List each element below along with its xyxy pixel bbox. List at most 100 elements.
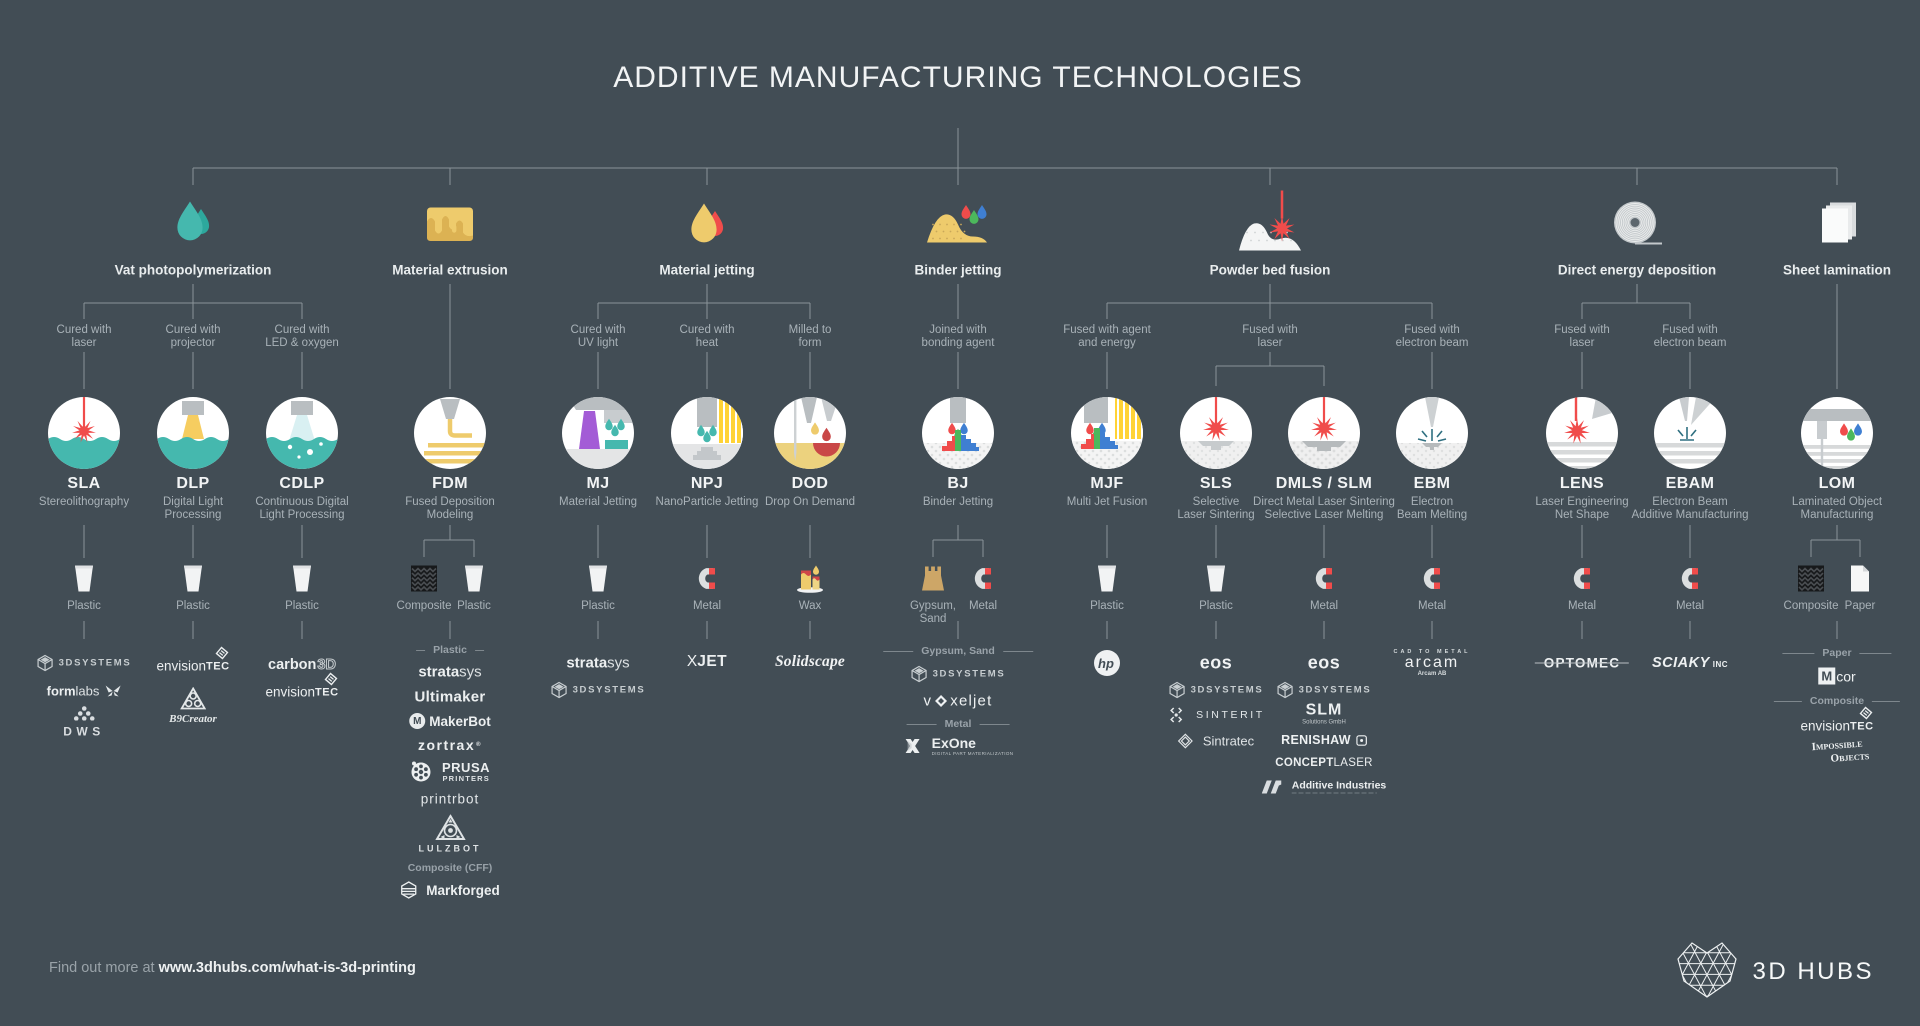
sub-label-line2: UV light	[577, 336, 619, 349]
material-group-header: Composite	[1766, 695, 1908, 707]
company-logo-hp: hp	[1094, 650, 1120, 676]
material-label-line: Plastic	[581, 600, 615, 612]
sub-process-label: Fused with electron beam	[1654, 324, 1727, 350]
material-label: Metal	[1676, 600, 1704, 613]
company-logo-voxeljet: v xeljet	[924, 693, 993, 710]
material-group-header: Metal	[899, 718, 1018, 730]
branch-label-material-extrusion: Material extrusion	[392, 262, 508, 278]
tech-acronym-ebam: EBAM	[1665, 475, 1715, 492]
company-logo-lulzbot: LULZBOT	[418, 814, 482, 854]
company-logo-arcam: CAD TO METAL arcam Arcam AB	[1393, 649, 1470, 677]
logo-text: SINTERIT	[1196, 709, 1265, 721]
header-text: Composite (CFF)	[407, 862, 493, 874]
tech-icon-mj	[562, 397, 634, 469]
logo-text-bold: JET	[697, 653, 728, 670]
company-logo-slm: SLM Solutions GmbH	[1302, 702, 1346, 726]
material-label-line: Metal	[1417, 600, 1447, 612]
logo-text-light: envision	[265, 684, 316, 700]
brand-logo: 3D HUBS	[1676, 940, 1874, 1003]
material-label: Wax	[799, 600, 822, 613]
material-label-line: Composite	[396, 600, 452, 612]
tech-icon-dmls	[1288, 397, 1360, 469]
tech-name-lens: Laser Engineering Net Shape	[1535, 496, 1628, 522]
logo-text-bold: form	[46, 683, 76, 699]
logo-text-light: envision	[156, 658, 207, 674]
logo-text-bold: TEC	[206, 660, 230, 672]
header-dash	[474, 649, 484, 651]
logo-text: ExOne	[931, 735, 976, 751]
cube-3d-icon	[551, 681, 568, 699]
logo-text: Markforged	[426, 882, 500, 898]
tech-name-line: Laminated Object	[1791, 496, 1883, 508]
logo-text-sub: Arcam AB	[1417, 670, 1447, 677]
sub-process-label: Milled to form	[789, 324, 832, 350]
tech-name-line: Digital Light	[162, 496, 224, 508]
logo-text-light: envision	[1800, 718, 1851, 734]
logo-text-light: labs	[75, 683, 100, 699]
sub-process-label: Cured with LED & oxygen	[265, 324, 339, 350]
butterfly-icon	[104, 685, 121, 698]
logo-text: LULZBOT	[418, 843, 482, 854]
logo-text: v	[923, 692, 933, 710]
tech-name-mjf: Multi Jet Fusion	[1067, 496, 1148, 509]
company-logo-zortrax: zortrax ®	[418, 737, 482, 753]
logo-text: xeljet	[950, 692, 993, 710]
company-logo-carbon3d: carbon 3D	[268, 657, 336, 674]
tech-name-line: Light Processing	[259, 509, 345, 521]
tech-name-line: Multi Jet Fusion	[1066, 496, 1148, 508]
sub-process-label: Joined with bonding agent	[922, 324, 995, 350]
company-logo-threedsystems: 3DSYSTEMS	[37, 654, 132, 672]
material-label-line: Plastic	[176, 600, 210, 612]
material-label: Plastic	[457, 600, 491, 613]
logo-text: 3DSYSTEMS	[1190, 684, 1264, 696]
tech-acronym-mjf: MJF	[1090, 475, 1124, 492]
tech-name-ebm: Electron Beam Melting	[1397, 496, 1467, 522]
material-icon-metal	[1310, 565, 1338, 598]
company-logo-exone: ExOne DIGITAL PART MATERIALIZATION	[903, 736, 1014, 756]
material-icon-plastic	[585, 564, 611, 599]
branch-icon-material-jetting	[679, 197, 735, 258]
material-group-header: Plastic	[408, 644, 492, 656]
tech-acronym-sls: SLS	[1199, 475, 1233, 492]
logo-text: RENISHAW	[1281, 733, 1351, 747]
footer-url[interactable]: www.3dhubs.com/what-is-3d-printing	[158, 960, 416, 976]
material-label-line: Plastic	[285, 600, 319, 612]
company-logo-impossibleobjects: Impossible Objects	[1805, 738, 1870, 765]
material-label-line: Metal	[692, 600, 722, 612]
sub-label-line1: Fused with agent	[1063, 323, 1151, 336]
company-logo-envisiontec: envision TEC	[156, 646, 230, 674]
material-label-line: Metal	[1567, 600, 1597, 612]
tech-name-sla: Stereolithography	[39, 496, 129, 509]
header-dash	[1872, 700, 1901, 702]
material-group-header: Composite (CFF)	[408, 862, 493, 874]
branch-label-sheet-lamination: Sheet lamination	[1782, 262, 1892, 278]
header-text: Composite	[1809, 695, 1865, 707]
branch-label-direct-energy-deposition: Direct energy deposition	[1557, 262, 1717, 278]
material-icon-plastic	[461, 564, 487, 599]
material-group-header: Gypsum, Sand	[875, 645, 1041, 657]
tech-acronym-npj: NPJ	[690, 475, 724, 492]
header-dash	[906, 723, 937, 725]
optomec-strike-line	[1534, 662, 1630, 664]
registered-mark: ®	[476, 742, 483, 748]
voxel-diamond-icon	[935, 695, 948, 708]
logo-text: 3DSYSTEMS	[58, 657, 132, 669]
logo-text-block: PRUSA PRINTERS	[442, 761, 490, 783]
material-icon-metal	[969, 565, 997, 598]
sub-label-line2: laser	[71, 336, 97, 349]
logo-text-bold: carbon	[268, 657, 317, 673]
material-icon-paper	[1847, 564, 1873, 599]
logo-text: Solidscape	[774, 653, 846, 670]
branch-icon-direct-energy-deposition	[1607, 197, 1667, 258]
material-label: Metal	[1418, 600, 1446, 613]
company-logo-xjet: X JET	[687, 653, 727, 671]
material-icon-metal	[1676, 565, 1704, 598]
tech-name-npj: NanoParticle Jetting	[656, 496, 759, 509]
material-icon-metal	[1418, 565, 1446, 598]
logo-text: 3DSYSTEMS	[932, 668, 1006, 680]
logo-text: eos	[1199, 652, 1233, 673]
sub-label-line1: Fused with	[1662, 323, 1718, 336]
tech-name-line: Selective Laser Melting	[1264, 509, 1384, 521]
tech-name-line: Selective	[1192, 496, 1240, 508]
sub-process-label: Cured with heat	[680, 324, 735, 350]
